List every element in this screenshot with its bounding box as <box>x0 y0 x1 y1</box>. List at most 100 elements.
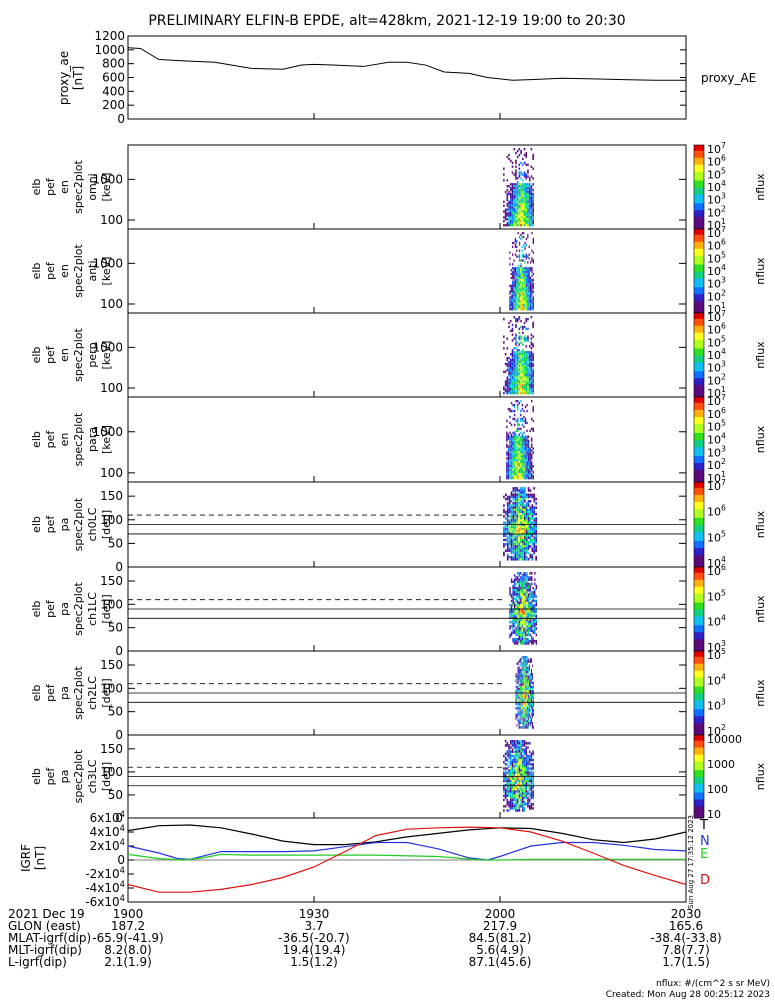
pa-ch0LC-heatmap-cell <box>531 517 534 520</box>
pa-ch0LC-heatmap-cell <box>529 510 532 514</box>
pa-ch1LC-heatmap-cell <box>520 614 522 618</box>
pa-ch2LC-heatmap-cell <box>521 664 523 668</box>
pa-ch3LC-heatmap-cell <box>528 792 531 795</box>
en-omni-heatmap-cell <box>511 161 514 164</box>
en-perp-heatmap-cell <box>532 321 534 325</box>
en-omni-colorbar-cell <box>694 197 704 200</box>
pa-ch0LC-heatmap-cell <box>516 493 519 497</box>
pa-ch1LC-heatmap-cell <box>515 589 517 592</box>
en-para-heatmap-cell <box>521 441 524 444</box>
en-anti-colorbar-cell <box>694 237 704 240</box>
pa-ch3LC-colorbar-cell <box>694 735 704 738</box>
en-anti-heatmap-cell <box>512 245 514 248</box>
en-omni-heatmap-cell <box>522 192 524 196</box>
pa-ch0LC-heatmap-cell <box>510 525 513 529</box>
en-omni-heatmap-cell <box>527 194 529 198</box>
en-perp-heatmap-cell <box>518 343 521 346</box>
en-para-heatmap-cell <box>512 459 514 462</box>
en-anti-heatmap-cell <box>514 271 517 274</box>
pa-ch0LC-heatmap-cell <box>514 553 517 557</box>
pa-ch3LC-heatmap-cell <box>530 769 533 772</box>
pa-ch0LC-heatmap-cell <box>523 534 526 537</box>
en-anti-heatmap-cell <box>510 302 512 305</box>
pa-ch3LC-heatmap-cell <box>522 750 524 753</box>
en-para-heatmap-cell <box>526 475 528 478</box>
en-anti-colorbar-cell <box>694 293 704 296</box>
en-anti-heatmap-cell <box>529 308 532 311</box>
pa-ch1LC-heatmap-cell <box>524 635 527 639</box>
en-perp-heatmap-cell <box>532 388 534 391</box>
pa-ch2LC-heatmap-cell <box>521 677 523 680</box>
pa-ch1LC-heatmap-cell <box>515 631 517 635</box>
pa-ch2LC-heatmap-cell <box>533 713 534 716</box>
en-para-heatmap-cell <box>531 400 533 403</box>
en-anti-heatmap-cell <box>523 294 525 297</box>
en-perp-heatmap-cell <box>532 390 534 393</box>
pa-ch2LC-heatmap-cell <box>525 726 527 729</box>
pa-ch1LC-heatmap-cell <box>517 576 519 579</box>
pa-ch2LC-heatmap-cell <box>515 690 517 693</box>
pa-ch2LC-heatmap-cell <box>523 704 525 708</box>
en-omni-heatmap-cell <box>528 187 531 190</box>
pa-ch1LC-heatmap-cell <box>531 637 533 641</box>
pa-ch0LC-heatmap-cell <box>518 497 520 501</box>
pa-ch1LC-heatmap-cell <box>517 640 519 643</box>
en-anti-heatmap-cell <box>514 280 517 284</box>
pa-ch2LC-heatmap-cell <box>528 675 530 678</box>
pa-ch3LC-heatmap-cell <box>516 809 519 812</box>
en-omni-heatmap-cell <box>525 183 528 186</box>
en-para-heatmap-cell <box>520 413 522 417</box>
pa-ch2LC-heatmap-cell <box>526 681 528 685</box>
pa-ch2LC-heatmap-cell <box>517 711 519 714</box>
en-para-colorbar-tick-label: 104 <box>707 432 726 447</box>
pa-ch0LC-heatmap-cell <box>504 512 507 516</box>
pa-ch2LC-heatmap-cell <box>531 658 532 661</box>
pa-ch3LC-heatmap-cell <box>509 760 512 764</box>
pa-ch3LC-heatmap-cell <box>522 788 524 791</box>
pa-ch0LC-heatmap-cell <box>533 508 536 512</box>
en-anti-heatmap-cell <box>514 302 517 305</box>
pa-ch2LC-heatmap-cell <box>528 696 530 699</box>
en-perp-heatmap-cell <box>530 337 533 340</box>
en-perp-heatmap-cell <box>523 339 526 342</box>
pa-ch0LC-heatmap-cell <box>520 491 522 494</box>
pa-ch1LC-colorbar-tick-label: 103 <box>707 639 726 654</box>
pa-ch2LC-colorbar-cell <box>694 705 704 708</box>
pa-ch3LC-ylabel-line: [deg] <box>100 762 113 791</box>
pa-ch1LC-heatmap-cell <box>527 612 530 615</box>
en-anti-heatmap-cell <box>525 271 528 274</box>
en-omni-heatmap-cell <box>530 188 533 192</box>
en-anti-heatmap-cell <box>525 284 528 287</box>
pa-ch0LC-heatmap-cell <box>518 491 520 494</box>
pa-ch2LC-heatmap-cell <box>516 685 518 689</box>
pa-ch0LC-heatmap-cell <box>527 487 530 490</box>
en-omni-colorbar-cell <box>694 192 704 195</box>
pa-ch2LC-heatmap-cell <box>529 681 531 685</box>
en-perp-heatmap-cell <box>503 392 505 395</box>
en-perp-frame <box>127 312 687 398</box>
pa-ch2LC-colorbar-cell <box>694 707 704 710</box>
en-para-heatmap-cell <box>507 453 510 456</box>
pa-ch3LC-heatmap-cell <box>522 773 524 777</box>
pa-ch1LC-heatmap-cell <box>520 572 522 575</box>
pa-ch0LC-heatmap-cell <box>523 553 526 557</box>
pa-ch0LC-heatmap-cell <box>525 519 528 522</box>
en-anti-heatmap-cell <box>520 292 522 295</box>
en-omni-heatmap-cell <box>523 200 526 203</box>
en-perp-heatmap-cell <box>508 370 510 373</box>
pa-ch0LC-colorbar-cell <box>694 494 704 497</box>
pa-ch2LC-heatmap-cell <box>521 696 523 699</box>
en-para-colorbar-cell <box>694 397 704 400</box>
proxy-ae-ytick-label: 1000 <box>94 43 125 57</box>
en-perp-heatmap-cell <box>522 355 524 358</box>
pa-ch1LC-heatmap-cell <box>517 633 519 637</box>
pa-ch2LC-ylabel-line: pef <box>44 683 57 702</box>
pa-ch1LC-ylabel-line: spec2plot <box>72 582 85 636</box>
en-perp-heatmap-cell <box>522 378 524 381</box>
pa-ch3LC-heatmap-cell <box>525 781 528 785</box>
pa-ch1LC-ytick-label: 50 <box>108 621 123 635</box>
en-anti-heatmap-cell <box>510 272 512 276</box>
en-perp-heatmap-cell <box>518 364 521 368</box>
en-para-heatmap-cell <box>526 463 528 466</box>
en-anti-heatmap-cell <box>525 267 528 270</box>
